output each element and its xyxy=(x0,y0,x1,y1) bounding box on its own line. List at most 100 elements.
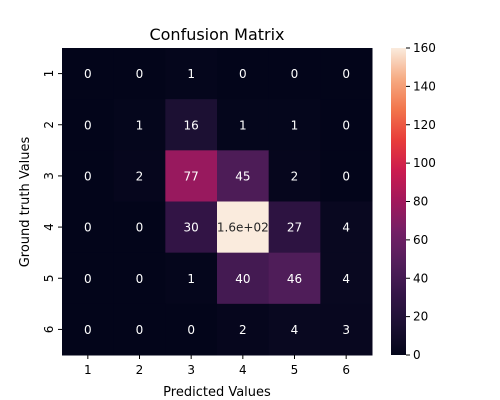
cell-r3-c3 xyxy=(165,150,218,202)
cell-label-r6-c6: 3 xyxy=(342,323,350,337)
y-tick-label-1: 1 xyxy=(42,70,56,78)
cell-r6-c6 xyxy=(320,303,373,356)
cell-r2-c1 xyxy=(62,99,115,151)
cell-label-r1-c6: 0 xyxy=(342,67,350,81)
cell-r1-c3 xyxy=(165,48,218,100)
cell-label-r3-c1: 0 xyxy=(84,169,92,183)
x-tick-label-5: 5 xyxy=(291,363,299,377)
cell-r6-c2 xyxy=(113,303,166,356)
cell-label-r3-c2: 2 xyxy=(136,169,144,183)
x-tick-label-1: 1 xyxy=(84,363,92,377)
cell-label-r5-c1: 0 xyxy=(84,272,92,286)
cell-label-r3-c5: 2 xyxy=(291,169,299,183)
cell-label-r4-c4: 1.6e+02 xyxy=(217,221,269,235)
chart-title: Confusion Matrix xyxy=(149,25,284,44)
cell-label-r5-c4: 40 xyxy=(235,272,250,286)
cell-r1-c4 xyxy=(217,48,270,100)
cell-label-r6-c1: 0 xyxy=(84,323,92,337)
y-axis-label: Ground truth Values xyxy=(18,136,33,267)
cell-r4-c1 xyxy=(62,201,115,254)
cell-r3-c6 xyxy=(320,150,373,202)
cell-label-r5-c5: 46 xyxy=(287,272,302,286)
cell-r2-c6 xyxy=(320,99,373,151)
cell-label-r2-c4: 1 xyxy=(239,118,247,132)
cell-label-r2-c6: 0 xyxy=(342,118,350,132)
cell-label-r2-c2: 1 xyxy=(136,118,144,132)
y-tick-label-2: 2 xyxy=(42,121,56,129)
cell-label-r5-c3: 1 xyxy=(187,272,195,286)
cell-label-r6-c2: 0 xyxy=(136,323,144,337)
colorbar-tick-label-140: 140 xyxy=(413,79,436,93)
cell-r6-c1 xyxy=(62,303,115,356)
x-tick-label-4: 4 xyxy=(239,363,247,377)
cell-r1-c5 xyxy=(268,48,321,100)
cell-r5-c2 xyxy=(113,252,166,305)
cell-r4-c2 xyxy=(113,201,166,254)
heatmap-cell-labels: 0 0 1 0 0 00 1 16 1 1 00 2 77 45 2 00 0 30 1.6e+02 27 40 0 1 40… xyxy=(84,67,350,337)
cell-label-r6-c5: 4 xyxy=(291,323,299,337)
colorbar-tick-label-80: 80 xyxy=(413,195,428,209)
cell-r5-c1 xyxy=(62,252,115,305)
cell-label-r1-c2: 0 xyxy=(136,67,144,81)
cell-r5-c4 xyxy=(217,252,270,305)
colorbar-tick-label-0: 0 xyxy=(413,348,421,362)
cell-r4-c6 xyxy=(320,201,373,254)
cell-r6-c4 xyxy=(217,303,270,356)
cell-label-r2-c1: 0 xyxy=(84,118,92,132)
cell-r6-c3 xyxy=(165,303,218,356)
colorbar: 0 20 40 60 80 100 120 140 160 xyxy=(391,41,436,362)
cell-r4-c3 xyxy=(165,201,218,254)
cell-r4-c4 xyxy=(217,201,270,254)
cell-label-r3-c3: 77 xyxy=(184,169,199,183)
colorbar-gradient xyxy=(391,48,406,355)
cell-label-r1-c4: 0 xyxy=(239,67,247,81)
y-tick-label-4: 4 xyxy=(42,223,56,231)
cell-r2-c3 xyxy=(165,99,218,151)
cell-r2-c5 xyxy=(268,99,321,151)
cell-label-r6-c3: 0 xyxy=(187,323,195,337)
cell-r3-c5 xyxy=(268,150,321,202)
cell-label-r5-c6: 4 xyxy=(342,272,350,286)
colorbar-tick-label-160: 160 xyxy=(413,41,436,55)
cell-r3-c2 xyxy=(113,150,166,202)
colorbar-tick-label-120: 120 xyxy=(413,118,436,132)
cell-label-r3-c6: 0 xyxy=(342,169,350,183)
cell-label-r4-c5: 27 xyxy=(287,221,302,235)
cell-r1-c2 xyxy=(113,48,166,100)
cell-label-r1-c3: 1 xyxy=(187,67,195,81)
cell-r6-c5 xyxy=(268,303,321,356)
cell-r5-c3 xyxy=(165,252,218,305)
cell-r3-c1 xyxy=(62,150,115,202)
y-tick-label-5: 5 xyxy=(42,274,56,282)
cell-r1-c1 xyxy=(62,48,115,100)
x-axis-ticks: 1 2 3 4 5 6 xyxy=(84,355,350,377)
cell-label-r4-c2: 0 xyxy=(136,221,144,235)
x-tick-label-2: 2 xyxy=(136,363,144,377)
y-tick-label-3: 3 xyxy=(42,172,56,180)
y-tick-label-6: 6 xyxy=(42,326,56,334)
cell-label-r4-c3: 30 xyxy=(184,221,199,235)
cell-label-r6-c4: 2 xyxy=(239,323,247,337)
heatmap-cells xyxy=(62,48,373,356)
cell-r5-c5 xyxy=(268,252,321,305)
cell-label-r2-c3: 16 xyxy=(184,118,199,132)
cell-label-r1-c5: 0 xyxy=(291,67,299,81)
cell-label-r3-c4: 45 xyxy=(235,169,250,183)
cell-r1-c6 xyxy=(320,48,373,100)
cell-r2-c4 xyxy=(217,99,270,151)
cell-label-r1-c1: 0 xyxy=(84,67,92,81)
cell-label-r2-c5: 1 xyxy=(291,118,299,132)
cell-label-r4-c6: 4 xyxy=(342,221,350,235)
colorbar-tick-label-40: 40 xyxy=(413,271,428,285)
cell-r4-c5 xyxy=(268,201,321,254)
colorbar-tick-label-60: 60 xyxy=(413,233,428,247)
x-tick-label-3: 3 xyxy=(187,363,195,377)
cell-label-r4-c1: 0 xyxy=(84,221,92,235)
colorbar-tick-label-20: 20 xyxy=(413,310,428,324)
colorbar-tick-label-100: 100 xyxy=(413,156,436,170)
x-axis-label: Predicted Values xyxy=(163,385,271,400)
cell-label-r5-c2: 0 xyxy=(136,272,144,286)
cell-r5-c6 xyxy=(320,252,373,305)
x-tick-label-6: 6 xyxy=(342,363,350,377)
